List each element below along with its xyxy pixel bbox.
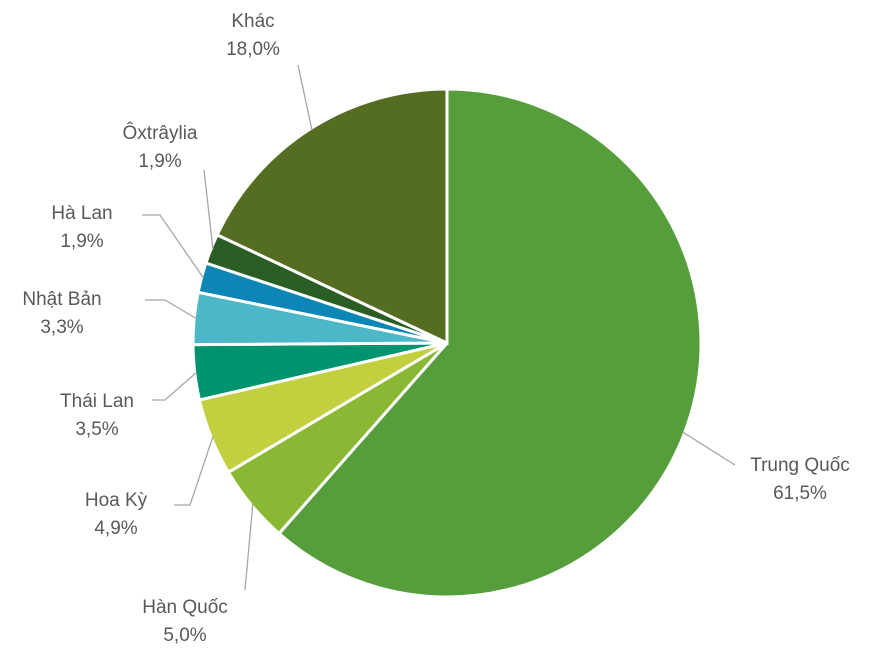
value-label: 5,0% (163, 625, 206, 646)
category-label: Khác (231, 11, 274, 32)
leader-line (297, 64, 313, 131)
leader-line (142, 214, 205, 279)
leader-line (152, 371, 198, 401)
category-label: Hoa Kỳ (85, 490, 148, 511)
value-label: 18,0% (226, 39, 280, 60)
leader-line (682, 431, 736, 466)
category-label: Thái Lan (60, 391, 134, 412)
value-label: 1,9% (138, 151, 181, 172)
value-label: 3,5% (75, 419, 118, 440)
leader-line (244, 503, 254, 591)
pie-slice (215, 87, 449, 346)
leader-line (145, 299, 197, 320)
value-label: 4,9% (94, 518, 137, 539)
value-label: 1,9% (60, 231, 103, 252)
category-label: Ôxtrâylia (123, 122, 198, 144)
leader-line (203, 169, 214, 250)
value-label: 3,3% (40, 317, 83, 338)
category-label: Trung Quốc (750, 455, 850, 476)
category-label: Nhật Bản (22, 289, 101, 310)
leader-line (174, 436, 214, 506)
category-label: Hà Lan (51, 203, 112, 224)
value-label: 61,5% (773, 483, 827, 504)
category-label: Hàn Quốc (142, 597, 228, 618)
